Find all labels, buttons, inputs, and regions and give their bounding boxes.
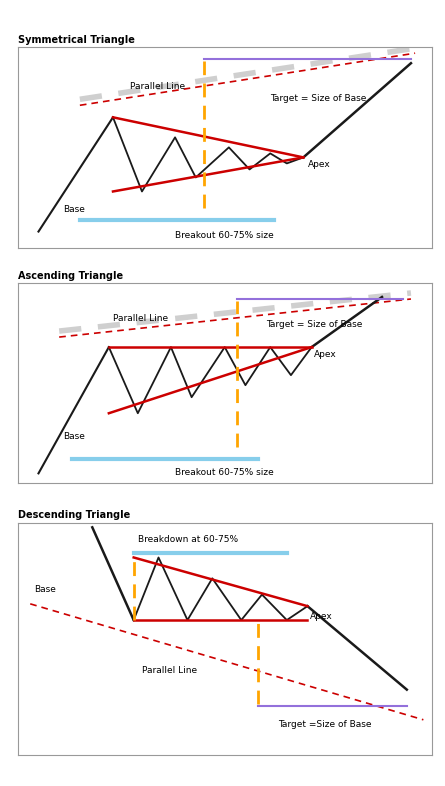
Text: Breakout 60-75% size: Breakout 60-75% size bbox=[175, 230, 274, 240]
Text: Target = Size of Base: Target = Size of Base bbox=[270, 94, 367, 103]
Text: Apex: Apex bbox=[314, 350, 336, 359]
Text: Target = Size of Base: Target = Size of Base bbox=[266, 320, 363, 329]
Text: Symmetrical Triangle: Symmetrical Triangle bbox=[18, 35, 135, 45]
Text: Breakdown at 60-75%: Breakdown at 60-75% bbox=[138, 535, 238, 545]
Text: Parallel Line: Parallel Line bbox=[142, 667, 197, 675]
Text: Base: Base bbox=[63, 432, 85, 441]
Text: Ascending Triangle: Ascending Triangle bbox=[18, 270, 123, 281]
Text: Descending Triangle: Descending Triangle bbox=[18, 510, 130, 520]
Text: Apex: Apex bbox=[310, 612, 332, 621]
Text: Breakout 60-75% size: Breakout 60-75% size bbox=[175, 468, 274, 477]
Text: Parallel Line: Parallel Line bbox=[113, 314, 168, 323]
Text: Apex: Apex bbox=[307, 160, 330, 170]
Text: Base: Base bbox=[63, 204, 85, 214]
Text: Parallel Line: Parallel Line bbox=[129, 83, 185, 91]
Text: Target =Size of Base: Target =Size of Base bbox=[279, 720, 372, 729]
Text: Base: Base bbox=[34, 586, 56, 594]
